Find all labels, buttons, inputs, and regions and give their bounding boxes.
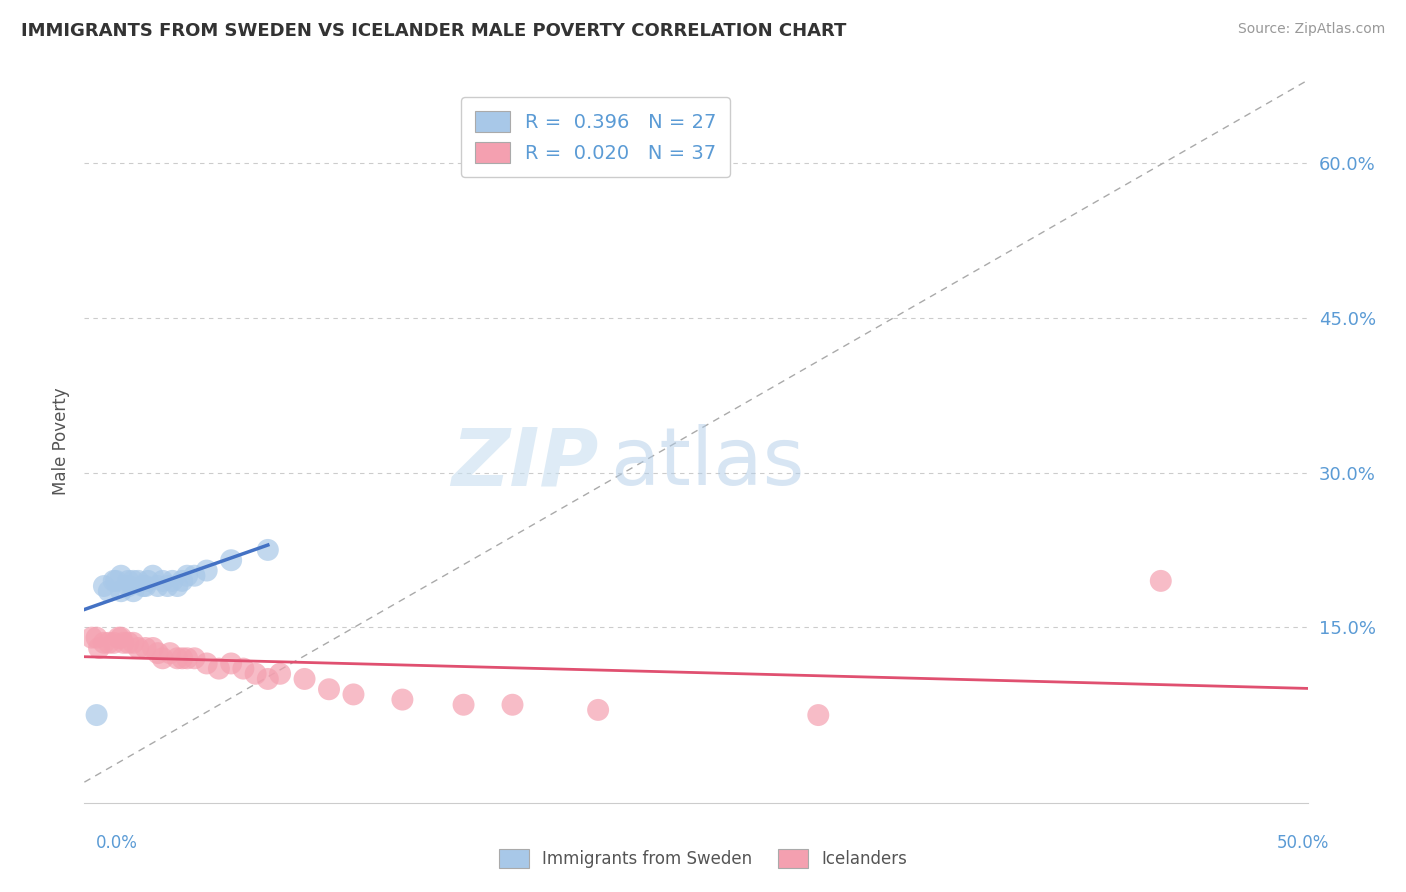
- Point: [391, 692, 413, 706]
- Point: [172, 574, 194, 588]
- Point: [166, 651, 188, 665]
- Point: [110, 568, 132, 582]
- Text: IMMIGRANTS FROM SWEDEN VS ICELANDER MALE POVERTY CORRELATION CHART: IMMIGRANTS FROM SWEDEN VS ICELANDER MALE…: [21, 22, 846, 40]
- Y-axis label: Male Poverty: Male Poverty: [52, 388, 70, 495]
- Point: [453, 698, 475, 712]
- Point: [110, 631, 132, 645]
- Point: [183, 568, 205, 582]
- Point: [232, 662, 254, 676]
- Text: Source: ZipAtlas.com: Source: ZipAtlas.com: [1237, 22, 1385, 37]
- Point: [142, 568, 165, 582]
- Text: atlas: atlas: [610, 425, 804, 502]
- Point: [122, 574, 145, 588]
- Point: [208, 662, 231, 676]
- Point: [159, 646, 181, 660]
- Point: [176, 651, 198, 665]
- Point: [142, 640, 165, 655]
- Point: [86, 631, 108, 645]
- Point: [132, 579, 155, 593]
- Point: [342, 687, 364, 701]
- Point: [172, 651, 194, 665]
- Point: [152, 574, 174, 588]
- Point: [135, 579, 157, 593]
- Text: 50.0%: 50.0%: [1277, 834, 1329, 852]
- Point: [162, 574, 184, 588]
- Point: [86, 708, 108, 723]
- Text: 0.0%: 0.0%: [96, 834, 138, 852]
- Point: [97, 636, 120, 650]
- Point: [294, 672, 316, 686]
- Point: [257, 672, 280, 686]
- Point: [245, 666, 267, 681]
- Point: [146, 646, 169, 660]
- Point: [93, 636, 115, 650]
- Point: [257, 542, 280, 557]
- Point: [219, 657, 242, 671]
- Point: [269, 666, 291, 681]
- Legend: R =  0.396   N = 27, R =  0.020   N = 37: R = 0.396 N = 27, R = 0.020 N = 37: [461, 97, 730, 177]
- Point: [195, 564, 218, 578]
- Point: [97, 584, 120, 599]
- Point: [112, 636, 135, 650]
- Point: [122, 584, 145, 599]
- Point: [156, 579, 179, 593]
- Point: [110, 584, 132, 599]
- Point: [146, 579, 169, 593]
- Point: [80, 631, 103, 645]
- Point: [1150, 574, 1173, 588]
- Point: [87, 640, 110, 655]
- Point: [105, 574, 128, 588]
- Legend: Immigrants from Sweden, Icelanders: Immigrants from Sweden, Icelanders: [492, 843, 914, 875]
- Point: [195, 657, 218, 671]
- Point: [807, 708, 830, 723]
- Point: [136, 574, 159, 588]
- Point: [152, 651, 174, 665]
- Point: [219, 553, 242, 567]
- Point: [117, 574, 139, 588]
- Point: [117, 579, 139, 593]
- Point: [586, 703, 609, 717]
- Point: [103, 574, 125, 588]
- Point: [318, 682, 340, 697]
- Point: [135, 640, 157, 655]
- Point: [127, 574, 149, 588]
- Point: [183, 651, 205, 665]
- Point: [502, 698, 524, 712]
- Point: [127, 640, 149, 655]
- Point: [117, 636, 139, 650]
- Point: [93, 579, 115, 593]
- Point: [103, 636, 125, 650]
- Point: [166, 579, 188, 593]
- Point: [107, 631, 129, 645]
- Point: [122, 636, 145, 650]
- Text: ZIP: ZIP: [451, 425, 598, 502]
- Point: [176, 568, 198, 582]
